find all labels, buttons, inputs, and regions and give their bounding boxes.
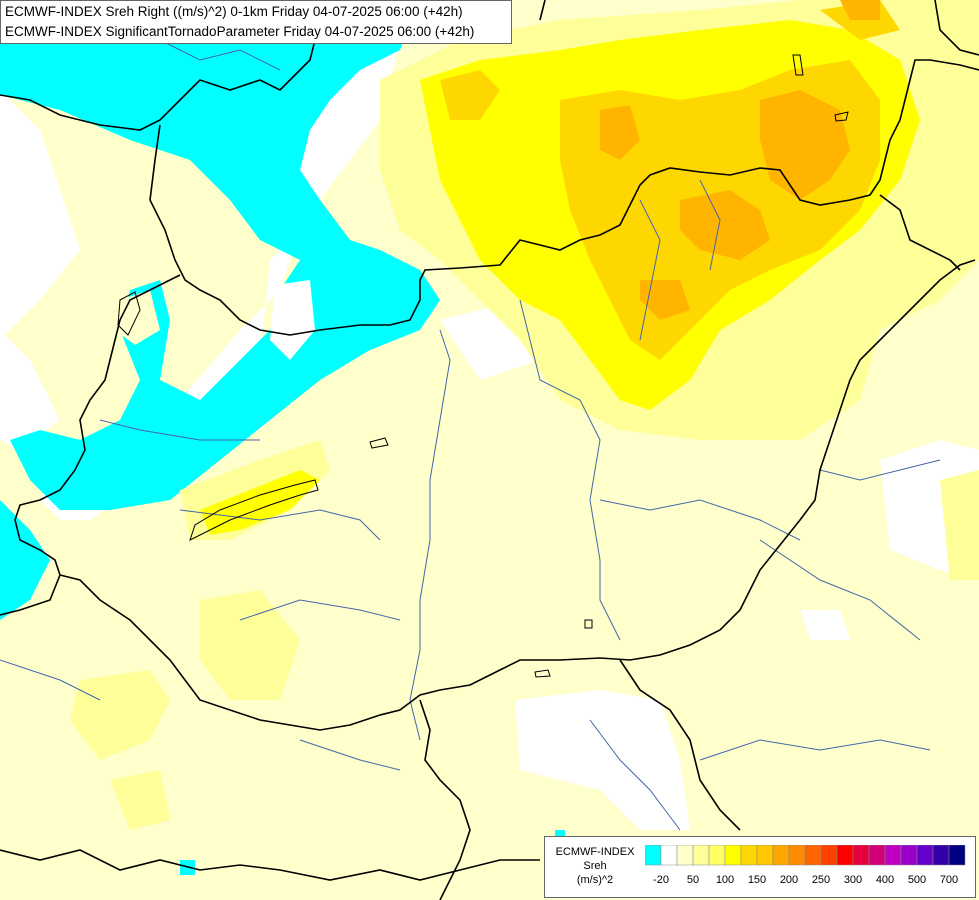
orange-zones bbox=[600, 0, 880, 320]
legend-swatch bbox=[900, 845, 918, 866]
legend-title: ECMWF-INDEX bbox=[555, 846, 635, 858]
legend-tick-label: 200 bbox=[780, 874, 798, 886]
legend-swatch bbox=[645, 845, 662, 866]
legend-swatch bbox=[740, 845, 758, 866]
legend-tick-label: 500 bbox=[908, 874, 926, 886]
legend-swatch bbox=[676, 845, 694, 866]
legend-tick-label: 250 bbox=[812, 874, 830, 886]
legend-color-scale: -20 50 100 150 200 250 300 400 500 700 bbox=[645, 845, 966, 886]
legend-tick-label: 700 bbox=[940, 874, 958, 886]
legend-tick-label: -20 bbox=[653, 874, 669, 886]
legend: ECMWF-INDEX Sreh (m/s)^2 -20 50 100 150 200 2… bbox=[544, 836, 976, 898]
lakes bbox=[117, 54, 849, 678]
legend-tick-label: 50 bbox=[687, 874, 699, 886]
legend-swatch bbox=[660, 845, 678, 866]
legend-swatch bbox=[820, 845, 838, 866]
cyan-zones bbox=[0, 0, 565, 875]
legend-swatch bbox=[916, 845, 934, 866]
legend-tick-label: 400 bbox=[876, 874, 894, 886]
legend-swatch bbox=[756, 845, 774, 866]
legend-variable: Sreh bbox=[583, 860, 607, 872]
legend-swatch bbox=[772, 845, 790, 866]
legend-tick-label: 150 bbox=[748, 874, 766, 886]
legend-label: ECMWF-INDEX Sreh (m/s)^2 bbox=[549, 845, 641, 887]
legend-swatch bbox=[692, 845, 710, 866]
legend-swatch bbox=[948, 845, 966, 866]
legend-swatch bbox=[852, 845, 870, 866]
legend-swatch bbox=[932, 845, 950, 866]
legend-swatch bbox=[868, 845, 886, 866]
legend-swatch bbox=[884, 845, 902, 866]
title-line-2: ECMWF-INDEX SignificantTornadoParameter … bbox=[5, 24, 475, 39]
title-line-1: ECMWF-INDEX Sreh Right ((m/s)^2) 0-1km F… bbox=[5, 4, 463, 19]
legend-swatch bbox=[724, 845, 742, 866]
legend-unit: (m/s)^2 bbox=[576, 874, 614, 886]
legend-swatch bbox=[708, 845, 726, 866]
legend-tick-label: 100 bbox=[716, 874, 734, 886]
rivers bbox=[0, 39, 941, 831]
legend-swatch bbox=[804, 845, 822, 866]
legend-swatch bbox=[836, 845, 854, 866]
map-title-box: ECMWF-INDEX Sreh Right ((m/s)^2) 0-1km F… bbox=[0, 0, 512, 44]
legend-tick-label: 300 bbox=[844, 874, 862, 886]
legend-swatch bbox=[788, 845, 806, 866]
